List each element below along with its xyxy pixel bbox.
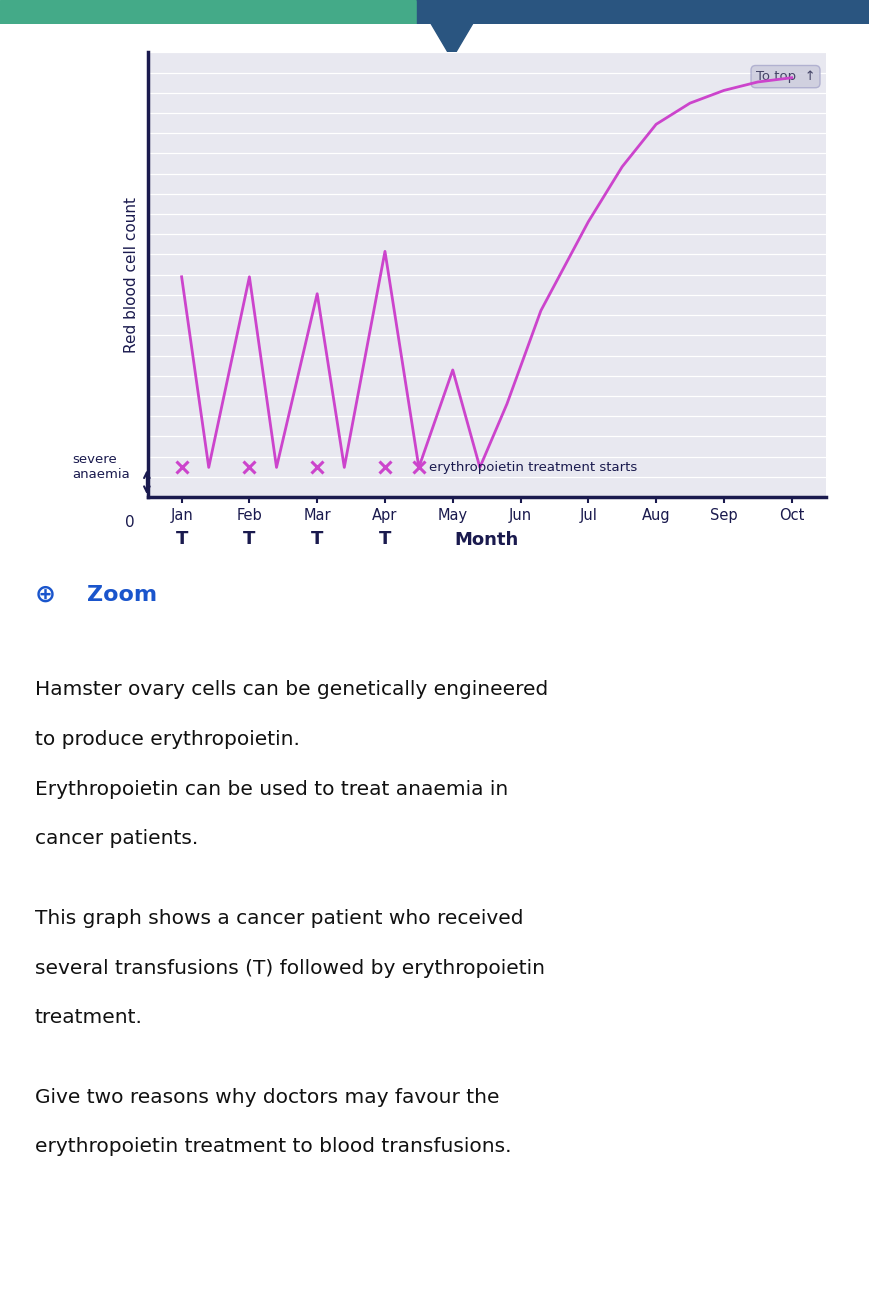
Text: To top  ↑: To top ↑: [756, 71, 815, 84]
Bar: [417, 0, 869, 24]
Text: T: T: [311, 530, 323, 548]
Text: Hamster ovary cells can be genetically engineered: Hamster ovary cells can be genetically e…: [35, 680, 548, 700]
Y-axis label: Red blood cell count: Red blood cell count: [124, 196, 139, 353]
Text: This graph shows a cancer patient who received: This graph shows a cancer patient who re…: [35, 909, 523, 927]
Text: Erythropoietin can be used to treat anaemia in: Erythropoietin can be used to treat anae…: [35, 780, 508, 799]
Text: severe
anaemia: severe anaemia: [73, 454, 130, 481]
Text: cancer patients.: cancer patients.: [35, 829, 198, 849]
Text: Give two reasons why doctors may favour the: Give two reasons why doctors may favour …: [35, 1088, 500, 1107]
X-axis label: Month: Month: [454, 531, 519, 549]
Text: several transfusions (T) followed by erythropoietin: several transfusions (T) followed by ery…: [35, 959, 545, 977]
Text: erythropoietin treatment starts: erythropoietin treatment starts: [429, 460, 637, 473]
Text: erythropoietin treatment to blood transfusions.: erythropoietin treatment to blood transf…: [35, 1138, 511, 1156]
Polygon shape: [417, 0, 487, 59]
Text: ⊕: ⊕: [35, 583, 56, 607]
Text: T: T: [379, 530, 391, 548]
Text: T: T: [243, 530, 255, 548]
Bar: [0, 0, 417, 24]
Text: 0: 0: [124, 515, 134, 530]
Text: treatment.: treatment.: [35, 1008, 143, 1027]
Text: Zoom: Zoom: [87, 585, 157, 606]
Text: T: T: [176, 530, 188, 548]
Text: to produce erythropoietin.: to produce erythropoietin.: [35, 730, 300, 749]
